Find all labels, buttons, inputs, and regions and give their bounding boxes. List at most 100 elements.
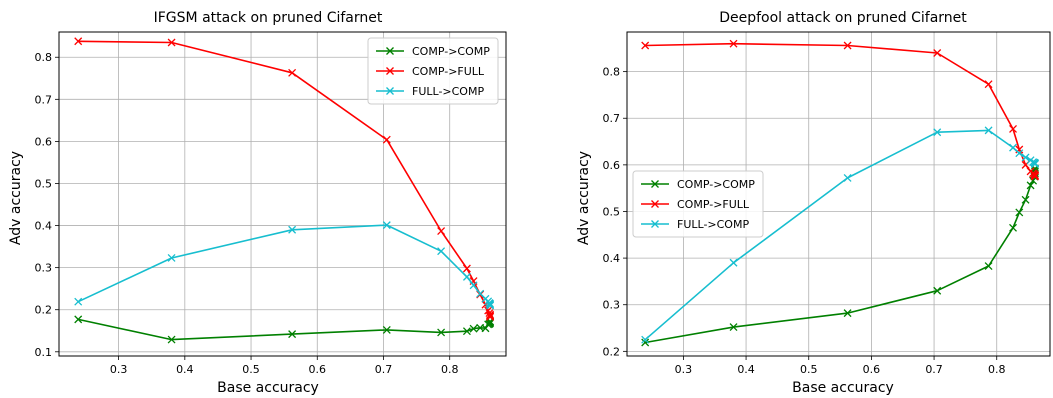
data-point xyxy=(1009,223,1017,232)
y-tick-label: 0.5 xyxy=(35,177,53,190)
marker-stroke xyxy=(641,338,650,347)
x-tick-label: 0.4 xyxy=(737,363,755,376)
y-tick-label: 0.1 xyxy=(35,346,53,359)
plot-frame xyxy=(626,31,1051,357)
marker-stroke xyxy=(641,41,650,50)
marker-stroke xyxy=(1031,172,1039,181)
marker-stroke xyxy=(843,41,852,50)
legend-label: COMP->COMP xyxy=(412,45,490,58)
data-point xyxy=(437,328,446,337)
y-tick-label: 0.6 xyxy=(35,135,53,148)
x-axis-label: Base accuracy xyxy=(217,380,319,396)
y-tick-label: 0.3 xyxy=(603,299,621,312)
marker-stroke xyxy=(288,225,297,234)
marker-stroke xyxy=(933,128,942,137)
data-point xyxy=(469,281,478,290)
legend-label: COMP->COMP xyxy=(677,178,755,191)
marker-stroke xyxy=(462,272,471,281)
x-tick-label: 0.5 xyxy=(242,363,260,376)
data-point xyxy=(288,330,297,339)
marker-stroke xyxy=(74,297,83,306)
data-point xyxy=(1031,159,1039,168)
x-tick-label: 0.7 xyxy=(375,363,393,376)
data-point xyxy=(1015,149,1024,158)
data-point xyxy=(1026,181,1035,190)
marker-stroke xyxy=(1009,223,1017,232)
data-point xyxy=(641,338,650,347)
ifgsm-chart: IFGSM attack on pruned Cifarnet Base acc… xyxy=(8,10,507,396)
marker-stroke xyxy=(167,253,176,262)
marker-stroke xyxy=(729,39,738,48)
legend-entry-full-comp: FULL->COMP xyxy=(376,85,484,98)
data-point xyxy=(933,49,942,57)
data-point xyxy=(933,286,942,295)
marker-stroke xyxy=(437,328,446,337)
marker-stroke xyxy=(1026,181,1035,190)
marker-stroke xyxy=(74,315,83,324)
data-point xyxy=(288,225,297,234)
legend-marker xyxy=(386,87,394,95)
marker-stroke xyxy=(462,327,471,336)
x-tick-label: 0.7 xyxy=(925,363,943,376)
marker-stroke xyxy=(1015,149,1024,158)
data-point xyxy=(437,247,446,256)
marker-stroke xyxy=(485,309,494,318)
marker-stroke xyxy=(288,68,297,77)
legend-entry-comp-full: COMP->FULL xyxy=(376,65,485,78)
y-tick-label: 0.2 xyxy=(603,345,621,358)
series-line-comp-full xyxy=(645,42,1036,177)
x-tick-label: 0.5 xyxy=(800,363,818,376)
data-point xyxy=(167,38,176,47)
marker-stroke xyxy=(486,301,495,310)
deepfool-chart: Deepfool attack on pruned Cifarnet Base … xyxy=(576,10,1051,396)
marker-stroke xyxy=(469,281,478,290)
y-tick-label: 0.3 xyxy=(35,262,53,275)
y-tick-label: 0.5 xyxy=(603,205,621,218)
data-point xyxy=(462,327,471,336)
data-point xyxy=(641,335,650,344)
x-tick-label: 0.8 xyxy=(441,363,459,376)
marker-stroke xyxy=(933,49,942,57)
data-point xyxy=(462,272,471,281)
data-point xyxy=(74,37,83,46)
data-point xyxy=(1009,143,1017,152)
marker-stroke xyxy=(843,173,852,182)
x-tick-label: 0.6 xyxy=(863,363,881,376)
y-tick-label: 0.8 xyxy=(603,66,621,79)
y-tick-label: 0.6 xyxy=(603,159,621,172)
marker-stroke xyxy=(382,325,391,334)
y-axis-label: Adv accuracy xyxy=(576,151,592,245)
y-axis-label: Adv accuracy xyxy=(8,151,24,245)
legend-label: COMP->FULL xyxy=(677,198,750,211)
legend-entry-comp-full: COMP->FULL xyxy=(641,198,750,211)
marker-stroke xyxy=(729,323,738,332)
x-axis-label: Base accuracy xyxy=(792,380,894,396)
legend-box xyxy=(367,37,499,105)
chart-title: Deepfool attack on pruned Cifarnet xyxy=(719,10,967,26)
marker-stroke xyxy=(1015,208,1024,217)
legend-label: FULL->COMP xyxy=(412,85,484,98)
data-point xyxy=(382,325,391,334)
marker-stroke xyxy=(984,126,993,135)
marker-stroke xyxy=(288,330,297,339)
marker-stroke xyxy=(486,312,495,321)
data-point xyxy=(1015,208,1024,217)
legend-label: COMP->FULL xyxy=(412,65,485,78)
data-point xyxy=(382,135,391,144)
data-point xyxy=(1009,125,1017,133)
data-point xyxy=(1021,153,1030,162)
x-tick-label: 0.6 xyxy=(309,363,327,376)
data-point xyxy=(382,221,391,230)
marker-stroke xyxy=(167,38,176,47)
legend: COMP->COMP COMP->FULL FULL->COMP xyxy=(632,170,764,238)
marker-stroke xyxy=(74,37,83,46)
data-point xyxy=(729,258,738,267)
data-point xyxy=(74,315,83,324)
marker-stroke xyxy=(437,247,446,256)
data-point xyxy=(933,128,942,137)
marker-stroke xyxy=(469,324,478,333)
marker-stroke xyxy=(167,335,176,344)
marker-stroke xyxy=(437,227,446,235)
legend-marker xyxy=(386,47,394,55)
